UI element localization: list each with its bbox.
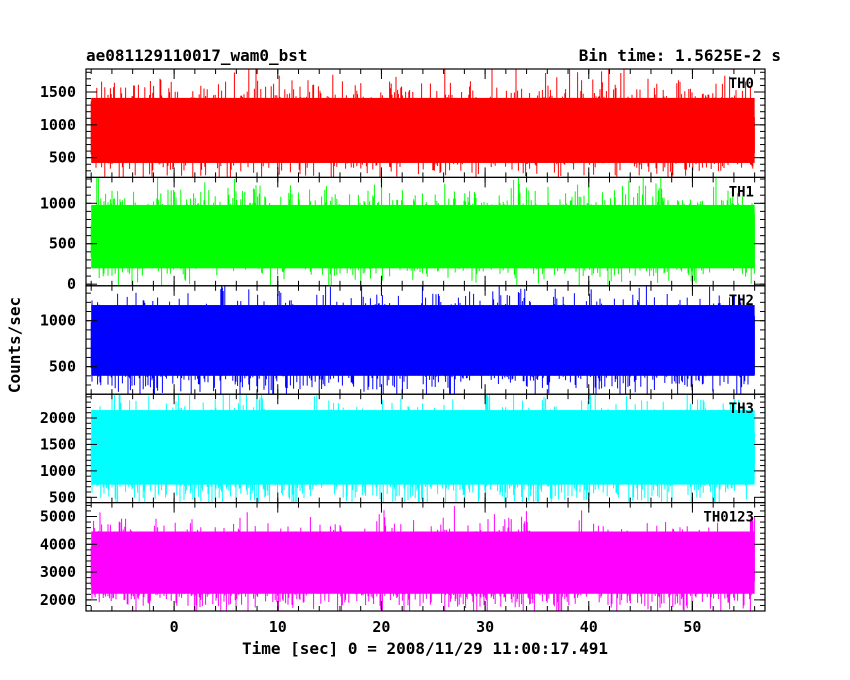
series-noise-th0123 [90, 506, 755, 612]
y-tick-label: 1500 [40, 83, 76, 101]
series-noise-th1 [90, 177, 755, 286]
x-axis-title: Time [sec] 0 = 2008/11/29 11:00:17.491 [242, 639, 608, 658]
y-tick-label: 500 [49, 149, 76, 167]
y-tick-label: 1000 [40, 116, 76, 134]
y-tick-label: 3000 [40, 563, 76, 581]
x-tick-label: 20 [372, 618, 390, 636]
y-tick-label: 5000 [40, 507, 76, 525]
series-noise-th2 [90, 285, 755, 395]
y-tick-label: 500 [49, 358, 76, 376]
x-tick-label: 10 [269, 618, 287, 636]
panel-th0123-series [90, 506, 755, 612]
panel-label-th0: TH0 [729, 76, 754, 92]
y-tick-label: 1000 [40, 462, 76, 480]
y-tick-label: 500 [49, 235, 76, 253]
series-noise-th0 [90, 69, 755, 178]
y-tick-label: 4000 [40, 535, 76, 553]
panel-th2-series [90, 285, 755, 395]
y-tick-label: 500 [49, 488, 76, 506]
x-tick-label: 40 [580, 618, 598, 636]
panel-th0-series [90, 69, 755, 178]
panel-th1-series [90, 177, 755, 286]
y-tick-label: 2000 [40, 409, 76, 427]
y-axis-title: Counts/sec [5, 297, 24, 393]
panel-th0123-frame [85, 502, 766, 612]
panel-label-th3: TH3 [729, 401, 754, 417]
y-tick-label: 2000 [40, 591, 76, 609]
y-tick-label: 1500 [40, 435, 76, 453]
y-tick-label: 0 [67, 275, 76, 293]
x-tick-label: 50 [683, 618, 701, 636]
x-tick-label: 30 [476, 618, 494, 636]
observation-id-title: ae081129110017_wam0_bst [86, 46, 308, 65]
series-noise-th3 [90, 394, 755, 503]
bin-time-title: Bin time: 1.5625E-2 s [579, 46, 781, 65]
panel-label-th0123: TH0123 [703, 510, 754, 526]
x-tick-label: 0 [170, 618, 179, 636]
panel-label-th2: TH2 [729, 293, 754, 309]
panel-label-th1: TH1 [729, 184, 754, 200]
panel-th3-series [90, 394, 755, 503]
y-tick-label: 1000 [40, 194, 76, 212]
y-tick-label: 1000 [40, 312, 76, 330]
